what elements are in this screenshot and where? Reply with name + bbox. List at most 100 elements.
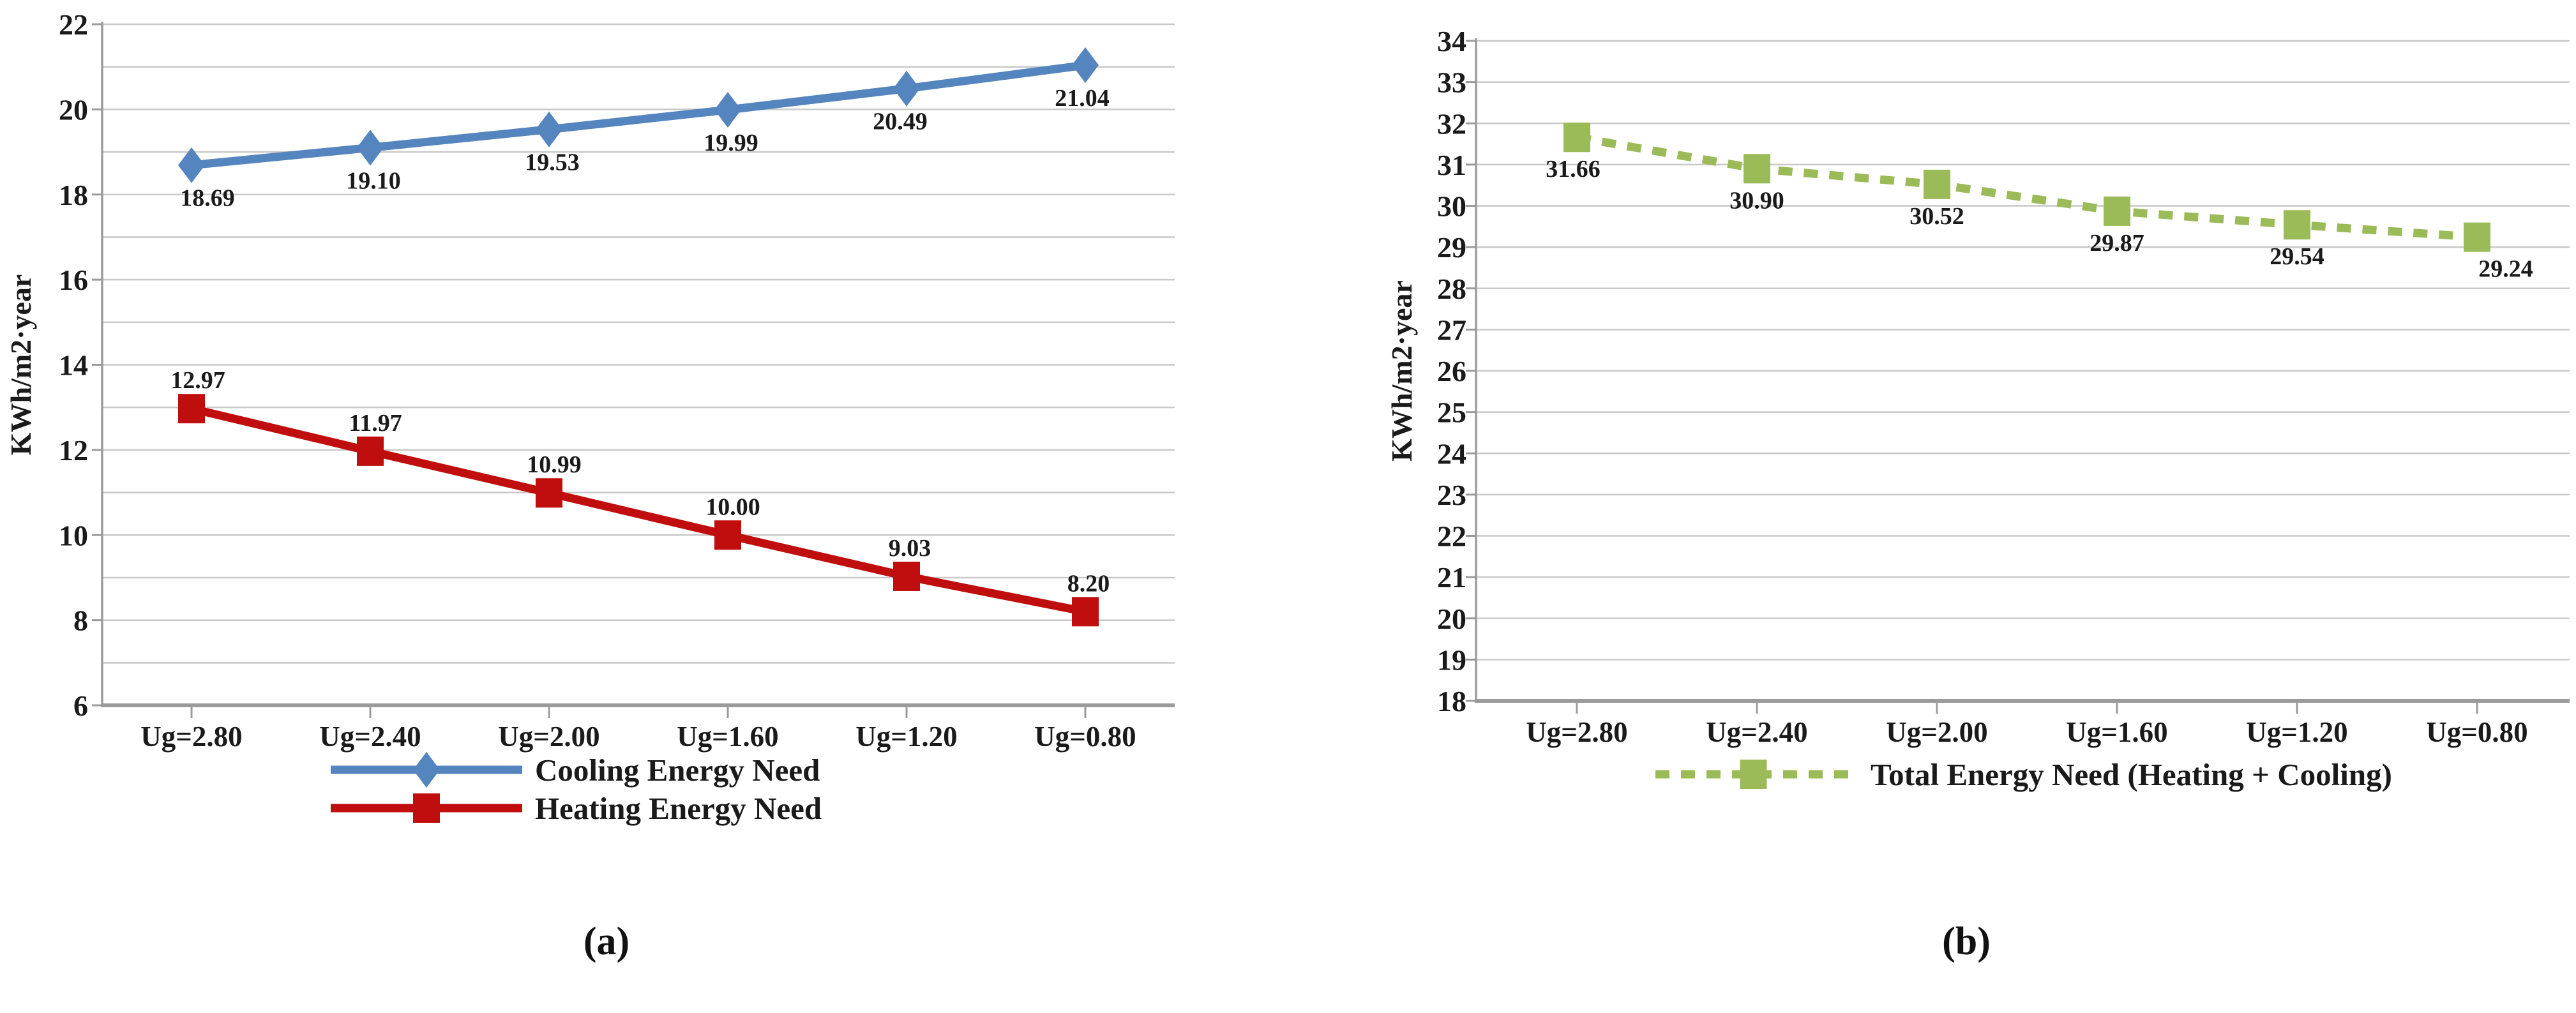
- gridlines: [1476, 40, 2570, 661]
- y-tick-label: 33: [1437, 66, 1466, 99]
- y-tick-label: 28: [1437, 273, 1466, 305]
- y-tick-label: 19: [1437, 643, 1466, 676]
- y-tick-label: 8: [73, 604, 88, 637]
- x-category-label: Ug=2.40: [1706, 716, 1807, 748]
- data-point-marker: [357, 436, 384, 466]
- legend-label: Heating Energy Need: [535, 791, 822, 826]
- x-category-label: Ug=2.80: [1526, 716, 1627, 748]
- x-axis-ticks: Ug=2.80 Ug=2.40 Ug=2.00 Ug=1.60 Ug=1.20 Ug=0.…: [1526, 701, 2528, 748]
- legend-entry: Heating Energy Need: [331, 791, 822, 826]
- y-tick-label: 16: [59, 264, 88, 296]
- y-tick-label: 30: [1437, 190, 1466, 223]
- data-point-label: 10.99: [527, 451, 582, 478]
- data-point-label: 18.69: [180, 185, 235, 212]
- x-category-label: Ug=2.40: [319, 721, 421, 753]
- x-category-label: Ug=0.80: [1034, 721, 1136, 753]
- data-point-label: 21.04: [1055, 85, 1110, 112]
- y-tick-label: 34: [1437, 25, 1466, 57]
- data-point-marker: [2104, 196, 2130, 226]
- y-axis-ticks: 6 8 10 12 14 16 18 20 22: [59, 8, 102, 722]
- data-point-label: 19.53: [525, 149, 580, 176]
- y-tick-label: 10: [59, 519, 88, 552]
- data-point-marker: [893, 561, 920, 591]
- x-category-label: Ug=1.20: [2246, 716, 2347, 748]
- y-tick-label: 27: [1437, 313, 1466, 346]
- y-tick-label: 29: [1437, 231, 1466, 264]
- caption-b: (b): [1942, 920, 1991, 963]
- x-category-label: Ug=1.20: [855, 721, 957, 753]
- data-point-marker: [893, 70, 920, 107]
- y-tick-label: 18: [59, 179, 88, 211]
- x-category-label: Ug=2.80: [140, 721, 242, 753]
- chart-b-canvas: 18 19 20 21 22 23 24 25 26 27 28 29 30 31 32 33 34 Ug=2.8…: [1385, 25, 2570, 792]
- y-tick-label: 12: [59, 434, 88, 467]
- data-point-marker: [536, 478, 562, 508]
- data-point-label: 31.66: [1546, 156, 1601, 183]
- y-tick-label: 20: [1437, 603, 1466, 635]
- data-point-marker: [1072, 47, 1099, 84]
- data-point-label: 30.52: [1909, 203, 1964, 230]
- legend-label: Cooling Energy Need: [535, 753, 820, 788]
- data-point-marker: [2284, 210, 2310, 240]
- data-point-label: 29.87: [2090, 230, 2144, 257]
- y-tick-label: 25: [1437, 396, 1466, 429]
- x-category-label: Ug=0.80: [2426, 716, 2527, 748]
- x-category-label: Ug=2.00: [498, 721, 599, 753]
- legend-label: Total Energy Need (Heating + Cooling): [1871, 757, 2392, 792]
- series-1: 31.66 30.90 30.52 29.87 29.54 29.24: [1546, 123, 2533, 283]
- series-1: 18.69 19.10 19.53 19.99 20.49 21.04: [178, 47, 1110, 212]
- y-tick-label: 20: [59, 93, 88, 126]
- y-tick-label: 31: [1437, 149, 1466, 181]
- y-tick-label: 26: [1437, 355, 1466, 387]
- x-category-label: Ug=2.00: [1886, 716, 1987, 748]
- gridlines: [102, 23, 1175, 664]
- x-category-label: Ug=1.60: [677, 721, 778, 753]
- y-tick-label: 14: [59, 349, 88, 382]
- data-point-label: 8.20: [1067, 570, 1110, 597]
- data-point-marker: [714, 520, 741, 550]
- data-point-label: 11.97: [349, 410, 402, 437]
- data-point-label: 12.97: [170, 367, 225, 394]
- legend-entry: Cooling Energy Need: [331, 752, 820, 788]
- axes: [101, 22, 1175, 707]
- series-2: 12.97 11.97 10.99 10.00 9.03 8.20: [170, 367, 1110, 627]
- y-axis-title: KWh/m2·year: [4, 274, 37, 456]
- y-axis-ticks: 18 19 20 21 22 23 24 25 26 27 28 29 30 31 32 33 34: [1437, 25, 1476, 717]
- data-point-marker: [536, 111, 562, 147]
- y-tick-label: 18: [1437, 685, 1466, 717]
- series-line: [190, 404, 1087, 616]
- series-line: [1576, 133, 2478, 242]
- data-point-marker: [2464, 222, 2490, 252]
- chart-b-panel: 18 19 20 21 22 23 24 25 26 27 28 29 30 31 32 33 34 Ug=2.8…: [1331, 0, 2576, 868]
- data-point-marker: [1744, 154, 1770, 184]
- data-point-marker: [1924, 169, 1950, 199]
- data-point-label: 10.00: [705, 493, 760, 520]
- y-tick-label: 24: [1437, 437, 1466, 470]
- data-point-marker: [714, 92, 741, 128]
- data-point-marker: [1563, 123, 1590, 153]
- legend-entry: Total Energy Need (Heating + Cooling): [1655, 757, 2392, 792]
- y-tick-label: 6: [73, 689, 88, 722]
- legend-marker: [413, 752, 440, 788]
- y-tick-label: 22: [59, 8, 88, 41]
- data-point-label: 20.49: [873, 109, 928, 135]
- y-tick-label: 22: [1437, 520, 1466, 553]
- y-axis-title: KWh/m2·year: [1385, 280, 1418, 461]
- axes: [1475, 38, 2570, 703]
- data-point-marker: [357, 130, 384, 166]
- y-tick-label: 23: [1437, 479, 1466, 511]
- data-point-marker: [178, 147, 205, 183]
- data-point-label: 9.03: [889, 535, 931, 562]
- data-point-marker: [178, 394, 205, 424]
- x-category-label: Ug=1.60: [2066, 716, 2167, 748]
- data-point-label: 29.54: [2270, 243, 2324, 270]
- y-tick-label: 32: [1437, 107, 1466, 140]
- chart-b: 18 19 20 21 22 23 24 25 26 27 28 29 30 31 32 33 34 Ug=2.8…: [1385, 25, 2570, 792]
- data-point-marker: [1072, 597, 1099, 627]
- x-axis-ticks: Ug=2.80 Ug=2.40 Ug=2.00 Ug=1.60 Ug=1.20 Ug=0.…: [140, 705, 1136, 753]
- data-point-label: 30.90: [1729, 187, 1784, 214]
- legend: Total Energy Need (Heating + Cooling): [1655, 757, 2392, 792]
